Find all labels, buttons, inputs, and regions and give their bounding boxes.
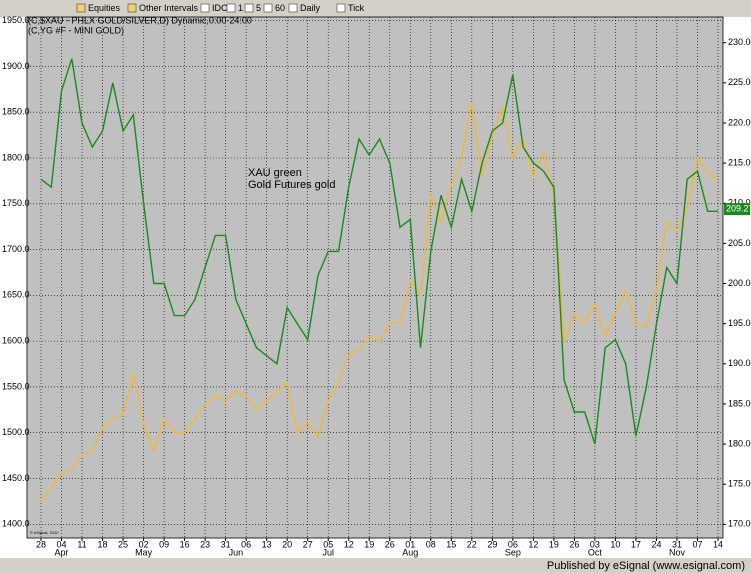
toolbar-icon bbox=[288, 3, 298, 13]
last-value-box bbox=[724, 203, 750, 216]
x-tick-label: 12 bbox=[528, 539, 538, 549]
x-tick-label: 13 bbox=[262, 539, 272, 549]
toolbar-icon bbox=[76, 3, 86, 13]
header: (C,$XAU - PHLX GOLD/SILVER,D) Dynamic,0:… bbox=[28, 15, 252, 25]
month-label: May bbox=[135, 547, 153, 557]
y-tick-label: 1400.0 bbox=[2, 519, 30, 529]
toolbar bbox=[0, 0, 751, 17]
y2-tick-label: 200.00 bbox=[728, 278, 751, 288]
last-value-label: 209.27 bbox=[726, 203, 751, 213]
y-tick-label: 1450.0 bbox=[2, 473, 30, 483]
x-tick-label: 10 bbox=[610, 539, 620, 549]
plot-area bbox=[26, 16, 724, 539]
y-tick-label: 1800.0 bbox=[2, 152, 30, 162]
y-tick-label: 1700.0 bbox=[2, 244, 30, 254]
toolbar-button[interactable]: Other Intervals bbox=[139, 3, 199, 13]
y-tick-label: 1500.0 bbox=[2, 427, 30, 437]
series-line bbox=[40, 102, 719, 502]
x-tick-label: 24 bbox=[651, 539, 661, 549]
x-tick-label: 02 bbox=[139, 539, 149, 549]
month-label: Sep bbox=[505, 547, 521, 557]
x-tick-label: 27 bbox=[303, 539, 313, 549]
x-tick-label: 31 bbox=[672, 539, 682, 549]
x-tick-label: 08 bbox=[426, 539, 436, 549]
y-tick-label: 1600.0 bbox=[2, 336, 30, 346]
toolbar-button[interactable]: 60 bbox=[275, 3, 285, 13]
annotation: XAU green bbox=[248, 167, 302, 179]
x-tick-label: 23 bbox=[200, 539, 210, 549]
y2-tick-label: 190.00 bbox=[728, 358, 751, 368]
watermark: © eSignal, 2010 bbox=[30, 530, 59, 535]
x-tick-label: 03 bbox=[590, 539, 600, 549]
x-tick-label: 18 bbox=[98, 539, 108, 549]
x-tick-label: 09 bbox=[159, 539, 169, 549]
x-tick-label: 31 bbox=[221, 539, 231, 549]
y-tick-label: 1750.0 bbox=[2, 198, 30, 208]
toolbar-icon bbox=[127, 3, 137, 13]
status-bar bbox=[0, 558, 751, 573]
y2-tick-label: 170.00 bbox=[728, 519, 751, 529]
x-tick-label: 19 bbox=[549, 539, 559, 549]
x-tick-label: 04 bbox=[57, 539, 67, 549]
y2-tick-label: 230.00 bbox=[728, 37, 751, 47]
x-tick-label: 29 bbox=[487, 539, 497, 549]
toolbar-icon bbox=[244, 3, 254, 13]
x-tick-label: 01 bbox=[405, 539, 415, 549]
toolbar-icon bbox=[336, 3, 346, 13]
y2-tick-label: 185.00 bbox=[728, 398, 751, 408]
y2-tick-label: 195.00 bbox=[728, 318, 751, 328]
x-tick-label: 25 bbox=[118, 539, 128, 549]
toolbar-icon bbox=[263, 3, 273, 13]
grid bbox=[27, 17, 723, 538]
x-tick-label: 22 bbox=[467, 539, 477, 549]
month-label: Jun bbox=[229, 547, 244, 557]
y-tick-label: 1950.0 bbox=[2, 15, 30, 25]
y-tick-label: 1650.0 bbox=[2, 290, 30, 300]
y-tick-label: 1550.0 bbox=[2, 381, 30, 391]
x-tick-label: 15 bbox=[446, 539, 456, 549]
month-label: Aug bbox=[402, 547, 418, 557]
x-tick-label: 06 bbox=[241, 539, 251, 549]
x-tick-label: 06 bbox=[508, 539, 518, 549]
x-tick-label: 07 bbox=[692, 539, 702, 549]
x-tick-label: 14 bbox=[713, 539, 723, 549]
toolbar-button[interactable]: 1 bbox=[238, 3, 243, 13]
y-tick-label: 1850.0 bbox=[2, 107, 30, 117]
x-tick-label: 20 bbox=[282, 539, 292, 549]
x-tick-label: 11 bbox=[77, 539, 86, 549]
header: (C,YG #F - MINI GOLD) bbox=[28, 25, 124, 35]
y2-tick-label: 175.00 bbox=[728, 479, 751, 489]
y2-tick-label: 210.00 bbox=[728, 198, 751, 208]
x-tick-label: 26 bbox=[569, 539, 579, 549]
month-label: Jul bbox=[322, 547, 334, 557]
annotation: Gold Futures gold bbox=[248, 179, 335, 191]
y2-tick-label: 220.00 bbox=[728, 117, 751, 127]
toolbar-button[interactable]: Tick bbox=[348, 3, 365, 13]
toolbar-button[interactable]: Daily bbox=[300, 3, 321, 13]
y2-tick-label: 225.00 bbox=[728, 77, 751, 87]
y2-tick-label: 180.00 bbox=[728, 438, 751, 448]
toolbar-button[interactable]: IDC bbox=[212, 3, 228, 13]
x-tick-label: 16 bbox=[180, 539, 190, 549]
y2-tick-label: 205.00 bbox=[728, 238, 751, 248]
x-tick-label: 05 bbox=[323, 539, 333, 549]
toolbar-icon bbox=[200, 3, 210, 13]
x-tick-label: 12 bbox=[344, 539, 354, 549]
x-tick-label: 26 bbox=[385, 539, 395, 549]
month-label: Apr bbox=[55, 547, 69, 557]
series-line bbox=[40, 58, 718, 445]
month-label: Oct bbox=[588, 547, 603, 557]
footer: Published by eSignal (www.esignal.com) bbox=[547, 560, 745, 572]
x-tick-label: 17 bbox=[631, 539, 641, 549]
month-label: Nov bbox=[669, 547, 686, 557]
y2-tick-label: 215.00 bbox=[728, 157, 751, 167]
x-tick-label: 28 bbox=[36, 539, 46, 549]
y-tick-label: 1900.0 bbox=[2, 61, 30, 71]
toolbar-button[interactable]: Equities bbox=[88, 3, 121, 13]
toolbar-button[interactable]: 5 bbox=[256, 3, 261, 13]
toolbar-icon bbox=[226, 3, 236, 13]
x-tick-label: 19 bbox=[364, 539, 374, 549]
